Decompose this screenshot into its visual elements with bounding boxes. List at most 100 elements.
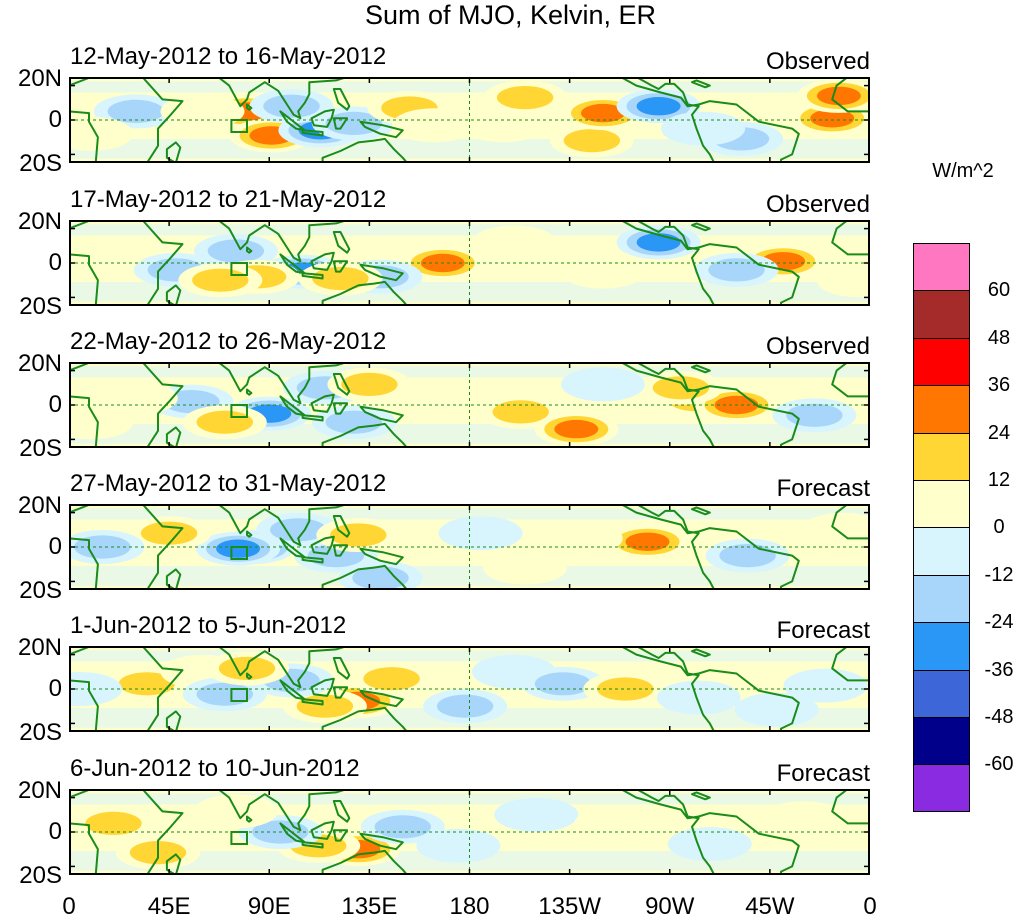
coastline bbox=[165, 141, 182, 163]
y-tick-label: 20S bbox=[19, 577, 62, 604]
coastline bbox=[332, 657, 351, 680]
anomaly-contour bbox=[69, 405, 134, 440]
panel-period-label: 12-May-2012 to 16-May-2012 bbox=[70, 43, 387, 70]
coastline bbox=[332, 829, 349, 842]
anomaly-contour bbox=[330, 523, 387, 547]
chart-title: Sum of MJO, Kelvin, ER bbox=[364, 0, 657, 30]
x-tick-label: 90E bbox=[247, 893, 291, 920]
coastline bbox=[165, 568, 182, 590]
coastline bbox=[69, 789, 184, 875]
coastline bbox=[831, 220, 870, 256]
coastline bbox=[359, 832, 404, 851]
coastline bbox=[310, 535, 335, 555]
coastline bbox=[246, 246, 253, 254]
colorbar-swatch bbox=[913, 669, 970, 717]
anomaly-contour bbox=[554, 419, 599, 439]
colorbar-tick-label: -12 bbox=[984, 563, 1014, 586]
coastline bbox=[301, 841, 324, 849]
y-tick-label: 20N bbox=[17, 208, 62, 235]
coastline bbox=[619, 77, 800, 163]
colorbar-tick-label: -60 bbox=[984, 753, 1014, 776]
anomaly-contour bbox=[416, 828, 501, 863]
anomaly-contour bbox=[563, 129, 621, 153]
coastline bbox=[619, 504, 800, 590]
coastline bbox=[201, 789, 349, 832]
colorbar-tick-label: -24 bbox=[984, 611, 1014, 634]
panel-status-label: Observed bbox=[765, 48, 870, 75]
coastline bbox=[831, 77, 870, 113]
colorbar-tick-label: 48 bbox=[987, 326, 1011, 349]
colorbar-swatch bbox=[913, 480, 970, 528]
anomaly-contour bbox=[496, 86, 554, 110]
coastline bbox=[301, 272, 324, 280]
coastline bbox=[359, 405, 404, 424]
anomaly-contour bbox=[341, 372, 398, 396]
panel-status-label: Forecast bbox=[776, 475, 870, 502]
coastline bbox=[691, 648, 711, 658]
panel-status-label: Forecast bbox=[776, 617, 870, 644]
colorbar-swatch bbox=[913, 717, 970, 765]
anomaly-contour bbox=[192, 268, 249, 292]
x-tick-label: 0 bbox=[863, 893, 877, 920]
y-tick-label: 20N bbox=[17, 634, 62, 661]
y-tick-label: 20S bbox=[19, 293, 62, 320]
heatmap-band bbox=[69, 650, 870, 662]
y-tick-label: 0 bbox=[48, 675, 62, 702]
anomaly-contour bbox=[667, 827, 752, 861]
anomaly-contour bbox=[761, 801, 846, 836]
coastline bbox=[201, 504, 349, 547]
anomaly-contour bbox=[783, 668, 868, 703]
coastline bbox=[301, 556, 324, 564]
y-tick-label: 20N bbox=[17, 777, 62, 804]
coastline bbox=[69, 504, 184, 590]
heatmap-band bbox=[69, 565, 870, 586]
colorbar-tick-label: 0 bbox=[993, 516, 1005, 539]
anomaly-contour bbox=[661, 111, 746, 146]
coastline bbox=[691, 364, 711, 374]
coastline bbox=[332, 402, 349, 415]
y-tick-label: 20S bbox=[19, 719, 62, 746]
panel-status-label: Observed bbox=[765, 333, 870, 360]
coastline bbox=[69, 77, 184, 163]
colorbar-swatch bbox=[913, 337, 970, 386]
anomaly-contour bbox=[561, 367, 645, 402]
coastline bbox=[246, 103, 253, 111]
anomaly-contour bbox=[816, 263, 870, 298]
coastline bbox=[246, 815, 253, 823]
coastline bbox=[332, 88, 351, 111]
heatmap-panel bbox=[69, 504, 870, 590]
anomaly-contour bbox=[312, 266, 369, 291]
anomaly-contour bbox=[107, 99, 164, 123]
colorbar-tick-label: 60 bbox=[987, 279, 1011, 302]
coastline bbox=[301, 698, 324, 706]
anomaly-contour bbox=[438, 516, 523, 551]
y-tick-label: 0 bbox=[48, 106, 62, 133]
x-tick-label: 90W bbox=[645, 893, 695, 920]
anomaly-contour bbox=[85, 811, 142, 835]
colorbar-swatch bbox=[913, 574, 970, 623]
coastline bbox=[69, 646, 184, 732]
anomaly-contour bbox=[636, 97, 681, 116]
anomaly-contour bbox=[534, 672, 592, 696]
heatmap-panel bbox=[69, 77, 870, 163]
anomaly-contour bbox=[325, 410, 382, 434]
anomaly-contour bbox=[816, 86, 861, 106]
coastline bbox=[332, 544, 349, 557]
y-tick-label: 0 bbox=[48, 391, 62, 418]
coastline bbox=[201, 646, 349, 689]
anomaly-contour bbox=[140, 521, 198, 545]
anomaly-contour bbox=[352, 566, 409, 590]
colorbar-swatch bbox=[913, 622, 970, 670]
anomaly-contour bbox=[436, 694, 494, 718]
anomaly-contour bbox=[216, 539, 261, 558]
coastline bbox=[359, 263, 404, 282]
coastline bbox=[69, 362, 184, 448]
coastline bbox=[165, 853, 182, 875]
x-tick-label: 135E bbox=[341, 893, 398, 920]
coastline bbox=[359, 547, 404, 566]
coastline bbox=[619, 220, 800, 306]
anomaly-contour bbox=[196, 682, 253, 706]
heatmap-band bbox=[69, 793, 870, 805]
coastline bbox=[165, 710, 182, 732]
colorbar-unit: W/m^2 bbox=[932, 160, 994, 182]
